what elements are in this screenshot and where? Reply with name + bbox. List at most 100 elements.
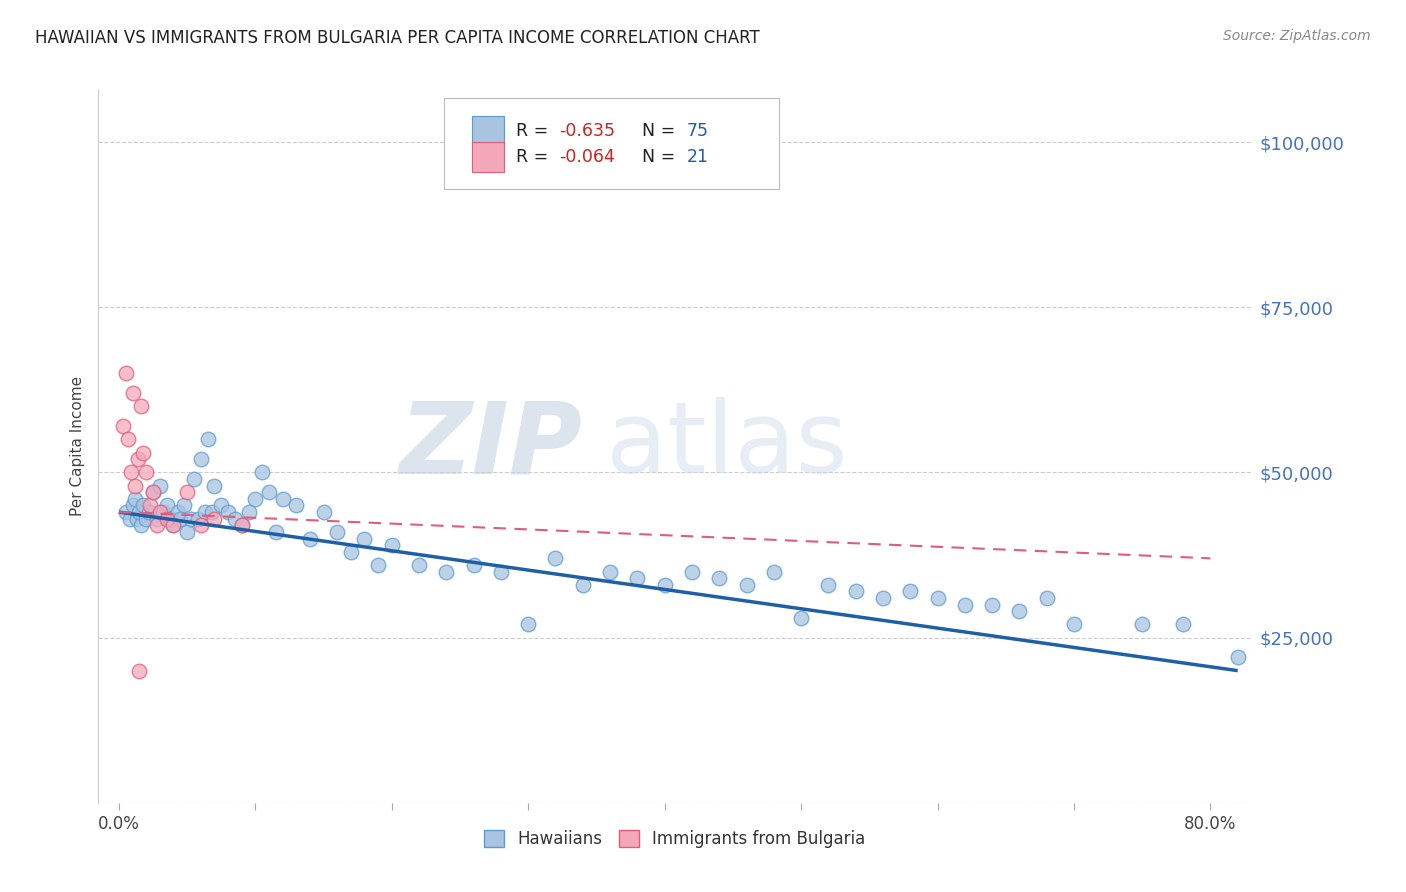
Point <box>790 611 813 625</box>
Point <box>135 511 157 525</box>
Point <box>571 578 593 592</box>
Point <box>202 511 225 525</box>
Point <box>129 400 152 414</box>
Point <box>166 505 188 519</box>
Y-axis label: Per Capita Income: Per Capita Income <box>70 376 86 516</box>
Point <box>1063 617 1085 632</box>
Point <box>681 565 703 579</box>
Point <box>162 518 184 533</box>
Point <box>626 571 648 585</box>
Point <box>381 538 404 552</box>
Point <box>224 511 246 525</box>
Point <box>231 518 253 533</box>
Point <box>257 485 280 500</box>
Point <box>1171 617 1194 632</box>
Point <box>142 485 165 500</box>
Point <box>817 578 839 592</box>
Point <box>709 571 731 585</box>
Point <box>194 505 217 519</box>
Point <box>156 511 179 525</box>
Point <box>735 578 758 592</box>
Point <box>139 499 162 513</box>
Point <box>128 505 150 519</box>
FancyBboxPatch shape <box>444 98 779 189</box>
Point <box>1008 604 1031 618</box>
Point <box>517 617 540 632</box>
Point <box>927 591 949 605</box>
Point <box>111 419 134 434</box>
Point <box>176 524 198 539</box>
Point <box>117 433 139 447</box>
Text: ZIP: ZIP <box>399 398 582 494</box>
Point <box>176 485 198 500</box>
Point <box>312 505 335 519</box>
Point <box>408 558 430 572</box>
Point <box>654 578 676 592</box>
Point <box>845 584 868 599</box>
Text: -0.064: -0.064 <box>560 148 616 166</box>
Point <box>114 367 136 381</box>
Text: HAWAIIAN VS IMMIGRANTS FROM BULGARIA PER CAPITA INCOME CORRELATION CHART: HAWAIIAN VS IMMIGRANTS FROM BULGARIA PER… <box>35 29 759 46</box>
Text: N =: N = <box>631 122 681 140</box>
Point <box>340 545 363 559</box>
Point <box>159 511 181 525</box>
Point <box>197 433 219 447</box>
Point <box>762 565 785 579</box>
Point <box>250 466 273 480</box>
Point <box>135 466 157 480</box>
Point <box>326 524 349 539</box>
Point <box>898 584 921 599</box>
Point <box>285 499 308 513</box>
Point <box>118 511 141 525</box>
Point <box>121 499 143 513</box>
Text: Source: ZipAtlas.com: Source: ZipAtlas.com <box>1223 29 1371 43</box>
Point <box>169 511 191 525</box>
Point <box>353 532 375 546</box>
Point <box>489 565 512 579</box>
Text: N =: N = <box>631 148 681 166</box>
Point <box>271 491 294 506</box>
Point <box>202 478 225 492</box>
Text: atlas: atlas <box>606 398 848 494</box>
Point <box>132 445 155 459</box>
Point <box>149 478 172 492</box>
Point <box>120 466 142 480</box>
Point <box>463 558 485 572</box>
Point <box>190 452 212 467</box>
Point <box>128 664 150 678</box>
Point <box>124 491 146 506</box>
Text: -0.635: -0.635 <box>560 122 616 140</box>
Point <box>209 499 232 513</box>
Point <box>367 558 389 572</box>
Text: R =: R = <box>516 122 554 140</box>
Point <box>264 524 287 539</box>
Point <box>156 499 179 513</box>
Point <box>298 532 321 546</box>
Point <box>872 591 894 605</box>
Point <box>146 511 169 525</box>
Text: 75: 75 <box>686 122 709 140</box>
Point <box>121 386 143 401</box>
Point <box>201 505 224 519</box>
Point <box>238 505 260 519</box>
Text: R =: R = <box>516 148 554 166</box>
Point <box>138 505 160 519</box>
Point <box>127 452 149 467</box>
Point <box>146 518 169 533</box>
Point <box>114 505 136 519</box>
Legend: Hawaiians, Immigrants from Bulgaria: Hawaiians, Immigrants from Bulgaria <box>478 823 872 855</box>
FancyBboxPatch shape <box>472 142 505 172</box>
Point <box>953 598 976 612</box>
Point <box>125 511 148 525</box>
Point <box>231 518 253 533</box>
Point <box>152 505 174 519</box>
Point <box>1035 591 1057 605</box>
Text: 21: 21 <box>686 148 709 166</box>
Point <box>599 565 621 579</box>
Point <box>173 499 195 513</box>
Point <box>245 491 267 506</box>
Point <box>129 518 152 533</box>
Point <box>981 598 1004 612</box>
Point <box>149 505 172 519</box>
Point <box>180 511 202 525</box>
